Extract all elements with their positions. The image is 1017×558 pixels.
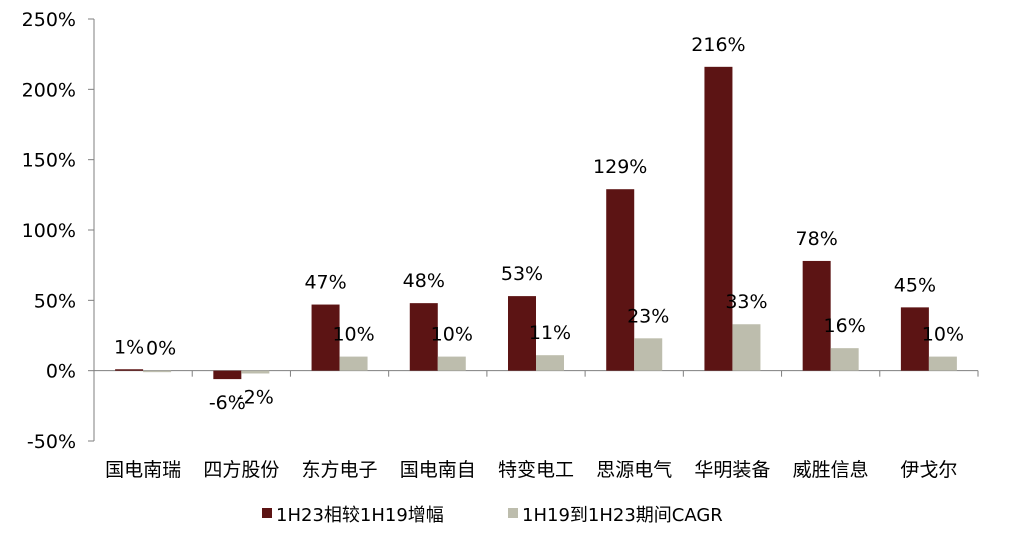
data-labels: 1% 0% -6%-2% 47% 10% 48% 10% 53% 11% 129% 23% 216% 3… <box>114 34 964 414</box>
data-label-growth: 45% <box>894 274 936 296</box>
bar-cagr <box>143 370 172 373</box>
category-label: 四方股份 <box>203 459 279 481</box>
category-label: 特变电工 <box>498 459 574 481</box>
data-label-growth: 1% <box>114 336 144 358</box>
bar-growth <box>409 303 438 371</box>
data-label-cagr: 0% <box>146 338 176 360</box>
data-label-cagr: 10% <box>431 324 473 346</box>
data-label-growth: 78% <box>796 228 838 250</box>
y-tick-label: 200% <box>22 79 76 101</box>
y-tick-label: 50% <box>34 290 76 312</box>
legend-swatch <box>508 508 518 518</box>
category-label: 思源电气 <box>596 459 672 481</box>
y-tick-label: 250% <box>22 9 76 31</box>
data-label-growth: 47% <box>304 272 346 294</box>
data-label-growth: -6% <box>209 392 246 414</box>
data-label-growth: 48% <box>403 270 445 292</box>
bars <box>115 66 957 380</box>
data-label-cagr: 16% <box>824 315 866 337</box>
bar-growth <box>115 369 144 371</box>
data-label-growth: 129% <box>593 156 647 178</box>
data-label-cagr: -2% <box>237 386 274 408</box>
bar-cagr <box>732 324 761 371</box>
bar-growth <box>606 189 635 371</box>
category-label: 国电南瑞 <box>105 459 181 481</box>
y-tick-label: 150% <box>22 150 76 172</box>
bar-growth <box>900 307 929 371</box>
y-tick-label: 0% <box>46 361 76 383</box>
bar-cagr <box>634 338 663 371</box>
bar-growth <box>508 296 536 371</box>
bar-cagr <box>928 356 957 371</box>
category-label: 华明装备 <box>694 459 770 481</box>
data-label-cagr: 23% <box>627 305 669 327</box>
bar-growth <box>704 66 733 371</box>
axes: -50% 0% 50% 100% 150% 200% 250% 国电南瑞 四方股份 东方电子 国电南… <box>22 9 979 481</box>
y-tick-label: -50% <box>27 431 76 453</box>
bar-growth <box>213 370 242 380</box>
data-label-growth: 53% <box>501 263 543 285</box>
legend-swatch <box>262 508 272 518</box>
data-label-cagr: 10% <box>922 324 964 346</box>
data-label-cagr: 11% <box>529 322 571 344</box>
category-label: 国电南自 <box>400 459 476 481</box>
legend-label: 1H23相较1H19增幅 <box>276 505 444 526</box>
bar-growth <box>802 260 831 371</box>
category-label: 伊戈尔 <box>900 459 957 481</box>
bar-cagr <box>241 370 270 374</box>
bar-cagr <box>830 348 859 371</box>
bar-cagr <box>339 356 368 371</box>
bar-cagr <box>536 355 564 371</box>
data-label-growth: 216% <box>691 34 745 56</box>
y-tick-label: 100% <box>22 220 76 242</box>
legend-label: 1H19到1H23期间CAGR <box>522 505 723 526</box>
data-label-cagr: 33% <box>725 291 767 313</box>
legend: 1H23相较1H19增幅 1H19到1H23期间CAGR <box>262 505 723 526</box>
data-label-cagr: 10% <box>332 324 374 346</box>
bar-cagr <box>437 356 466 371</box>
category-label: 东方电子 <box>302 459 378 481</box>
bar-growth <box>311 304 340 371</box>
category-label: 威胜信息 <box>793 459 869 481</box>
